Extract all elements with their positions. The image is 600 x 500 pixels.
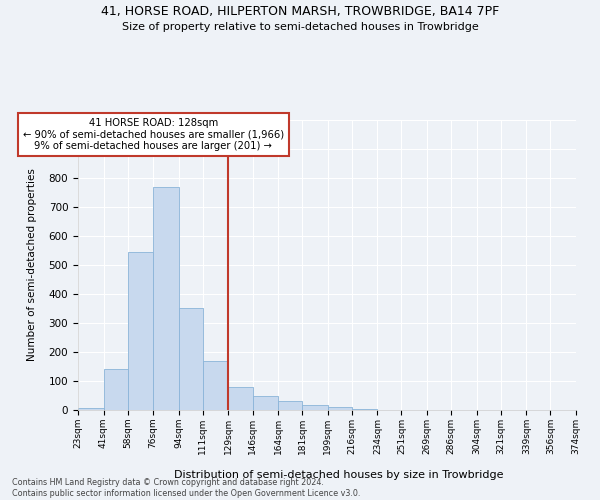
Text: 41 HORSE ROAD: 128sqm
← 90% of semi-detached houses are smaller (1,966)
9% of se: 41 HORSE ROAD: 128sqm ← 90% of semi-deta… (23, 118, 284, 151)
Bar (302, 405, 328, 410)
Bar (153, 186, 179, 410)
Bar (352, 408, 377, 410)
Bar (203, 360, 229, 410)
Text: Size of property relative to semi-detached houses in Trowbridge: Size of property relative to semi-detach… (122, 22, 478, 32)
Bar (78, 408, 104, 410)
Text: Contains HM Land Registry data © Crown copyright and database right 2024.
Contai: Contains HM Land Registry data © Crown c… (12, 478, 361, 498)
Bar (179, 308, 203, 410)
Bar (229, 387, 253, 410)
Bar (328, 407, 352, 410)
Bar (278, 400, 302, 410)
Text: Distribution of semi-detached houses by size in Trowbridge: Distribution of semi-detached houses by … (174, 470, 504, 480)
Bar (253, 396, 278, 410)
Y-axis label: Number of semi-detached properties: Number of semi-detached properties (26, 168, 37, 362)
Bar (104, 370, 128, 410)
Bar (128, 252, 153, 410)
Text: 41, HORSE ROAD, HILPERTON MARSH, TROWBRIDGE, BA14 7PF: 41, HORSE ROAD, HILPERTON MARSH, TROWBRI… (101, 5, 499, 18)
